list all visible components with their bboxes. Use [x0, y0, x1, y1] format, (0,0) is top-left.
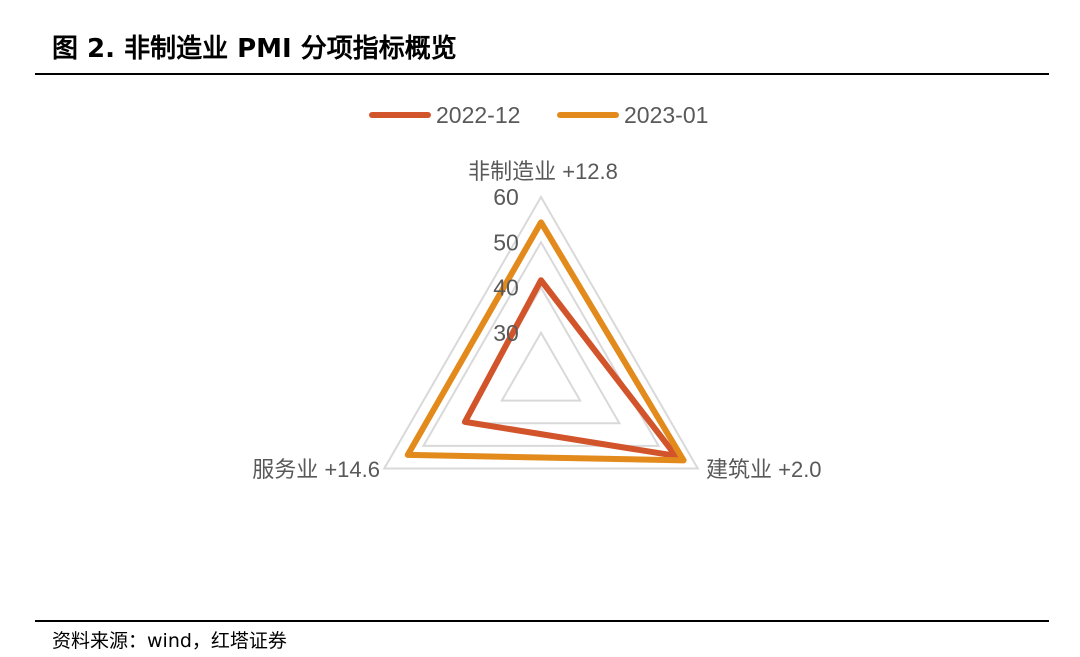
category-labels: 非制造业 +12.8 建筑业 +2.0 服务业 +14.6	[252, 159, 821, 482]
radial-tick-labels: 30 40 50 60	[493, 184, 519, 346]
source-note: 资料来源：wind，红塔证券	[52, 630, 287, 652]
category-label: 建筑业 +2.0	[706, 457, 822, 482]
radial-tick-label: 30	[493, 320, 519, 346]
radar-series	[404, 219, 687, 464]
series-line-2023-01	[404, 219, 687, 464]
figure-title: 图 2. 非制造业 PMI 分项指标概览	[52, 34, 457, 64]
radial-tick-label: 50	[493, 229, 519, 255]
top-rule	[35, 73, 1049, 75]
bottom-rule	[35, 620, 1049, 622]
category-label: 服务业 +14.6	[252, 457, 380, 482]
series-line-2022-12	[461, 277, 679, 459]
grid-ring	[500, 330, 582, 402]
legend: 2022-12 2023-01	[369, 102, 708, 128]
grid-ring	[421, 240, 661, 447]
category-label: 非制造业 +12.8	[468, 159, 618, 184]
radial-tick-label: 60	[493, 184, 519, 210]
legend-label: 2022-12	[436, 102, 520, 128]
grid-ring	[382, 195, 700, 470]
radial-tick-label: 40	[493, 275, 519, 301]
legend-label: 2023-01	[624, 102, 708, 128]
